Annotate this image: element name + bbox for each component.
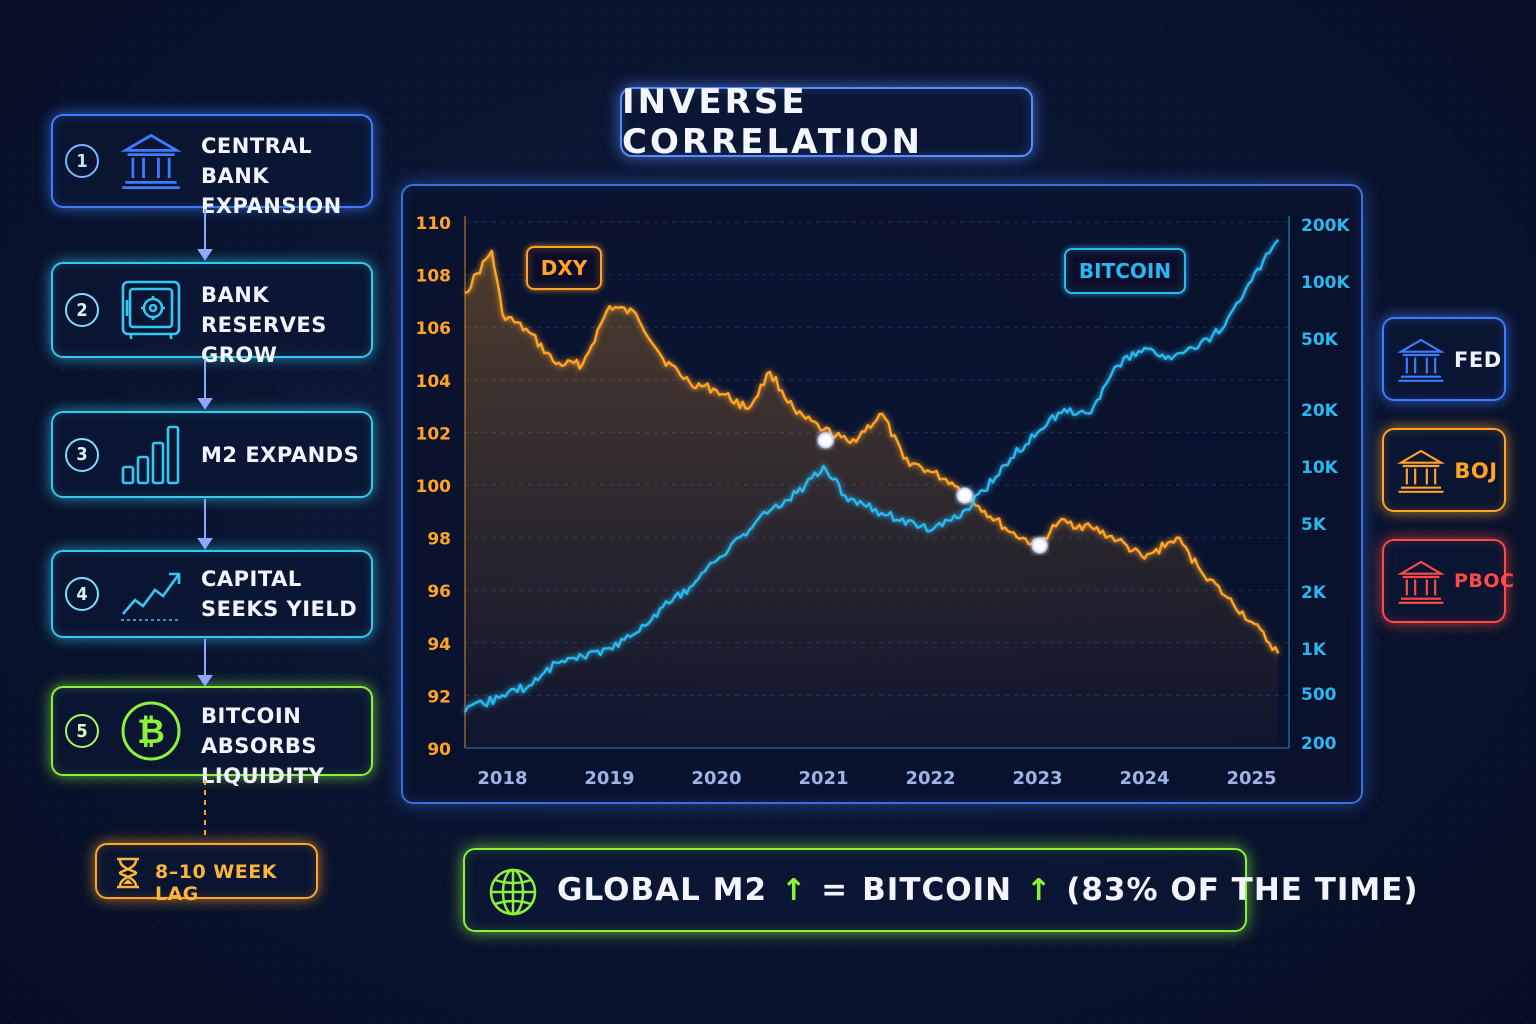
crossover-marker: [1031, 537, 1048, 554]
step-label: CENTRAL BANK EXPANSION: [201, 134, 342, 218]
chart-panel: 110 108 106 104 102 100 98 96 94 92 90 200K 100K 50K 2…: [401, 184, 1363, 804]
y-right-tick: 100K: [1301, 273, 1350, 293]
flow-step-4: 4 CAPITAL SEEKS YIELD: [51, 550, 373, 638]
crossover-marker: [817, 432, 834, 449]
bank-icon: [1396, 335, 1446, 385]
y-right-tick: 200: [1301, 734, 1337, 754]
step-number: 4: [65, 577, 99, 611]
bitcoin-line: [463, 238, 1280, 713]
bank-icon: [1396, 446, 1446, 496]
hourglass-icon: [117, 857, 139, 889]
bar-chart-icon: [119, 423, 183, 487]
y-left-tick: 90: [427, 740, 451, 760]
vault-icon: [119, 278, 183, 342]
step-label: BANK RESERVES GROW: [201, 283, 327, 367]
y-right-tick: 5K: [1301, 515, 1327, 535]
y-left-tick: 106: [416, 319, 452, 339]
y-left-tick: 98: [427, 530, 451, 550]
step-label: BITCOIN ABSORBS LIQUIDITY: [201, 704, 325, 788]
bank-icon: [119, 129, 183, 193]
trend-up-icon: [119, 562, 183, 626]
x-tick: 2025: [1226, 768, 1276, 789]
dxy-line: [464, 249, 1280, 654]
step-label: M2 EXPANDS: [201, 442, 360, 467]
step-label: CAPITAL SEEKS YIELD: [201, 567, 358, 621]
flow-step-3: 3 M2 EXPANDS: [51, 411, 373, 498]
central-bank-fed: FED: [1382, 317, 1506, 401]
step-number: 5: [65, 714, 99, 748]
y-left-tick: 108: [416, 267, 452, 287]
arrow-up-icon: ↑: [1026, 872, 1053, 908]
x-tick: 2020: [691, 768, 741, 789]
flow-step-1: 1 CENTRAL BANK EXPANSION: [51, 114, 373, 218]
chart-title: INVERSE CORRELATION: [620, 82, 1033, 162]
y-left-tick: 92: [427, 687, 451, 707]
summary-bitcoin: BITCOIN: [862, 872, 1013, 908]
y-right-tick: 10K: [1301, 458, 1339, 478]
y-left-tick: 102: [416, 424, 452, 444]
bank-icon: [1396, 557, 1446, 607]
summary-frequency: (83% OF THE TIME): [1066, 872, 1419, 908]
dxy-series-label-text: DXY: [541, 256, 588, 280]
central-bank-boj: BOJ: [1382, 428, 1506, 512]
x-tick: 2021: [798, 768, 848, 789]
y-left-tick: 94: [427, 635, 451, 655]
lag-label: 8–10 WEEK LAG: [155, 861, 277, 905]
y-right-tick: 50K: [1301, 330, 1339, 350]
x-tick: 2019: [584, 768, 634, 789]
correlation-chart: 110 108 106 104 102 100 98 96 94 92 90 200K 100K 50K 2…: [416, 214, 1351, 789]
x-tick: 2024: [1119, 768, 1169, 789]
x-tick: 2022: [905, 768, 955, 789]
dxy-series-label: DXY: [526, 246, 602, 290]
central-bank-label: BOJ: [1454, 459, 1498, 483]
x-tick: 2023: [1012, 768, 1062, 789]
x-tick: 2018: [477, 768, 527, 789]
step-number: 3: [65, 437, 99, 472]
bitcoin-series-label: BITCOIN: [1064, 248, 1186, 294]
svg-text:₿: ₿: [137, 712, 165, 752]
y-right-tick: 1K: [1301, 640, 1327, 660]
y-right-tick: 20K: [1301, 401, 1339, 421]
y-right-tick: 200K: [1301, 216, 1350, 236]
y-right-tick: 2K: [1301, 583, 1327, 603]
step-number: 1: [65, 144, 99, 178]
lag-badge: 8–10 WEEK LAG: [95, 843, 318, 905]
dxy-area: [465, 250, 1279, 748]
summary-equals: =: [821, 872, 849, 908]
crossover-marker: [956, 487, 973, 504]
central-bank-pboc: PBOC: [1382, 539, 1515, 623]
summary-banner: GLOBAL M2 ↑ = BITCOIN ↑ (83% OF THE TIME…: [463, 848, 1418, 932]
y-right-tick: 500: [1301, 685, 1337, 705]
y-left-tick: 110: [416, 214, 452, 234]
flow-step-5: 5 ₿ BITCOIN ABSORBS LIQUIDITY: [51, 686, 373, 788]
y-left-tick: 100: [416, 477, 452, 497]
y-left-tick: 104: [416, 372, 452, 392]
globe-icon: [489, 868, 537, 916]
y-left-tick: 96: [427, 582, 451, 602]
bitcoin-icon: ₿: [119, 699, 183, 763]
bitcoin-series-label-text: BITCOIN: [1079, 259, 1171, 283]
flow-step-2: 2 BANK RESERVES GROW: [51, 262, 373, 367]
central-bank-label: PBOC: [1454, 570, 1515, 592]
arrow-up-icon: ↑: [781, 872, 808, 908]
step-number: 2: [65, 293, 99, 327]
summary-m2: GLOBAL M2: [557, 872, 768, 908]
central-bank-label: FED: [1454, 348, 1502, 372]
